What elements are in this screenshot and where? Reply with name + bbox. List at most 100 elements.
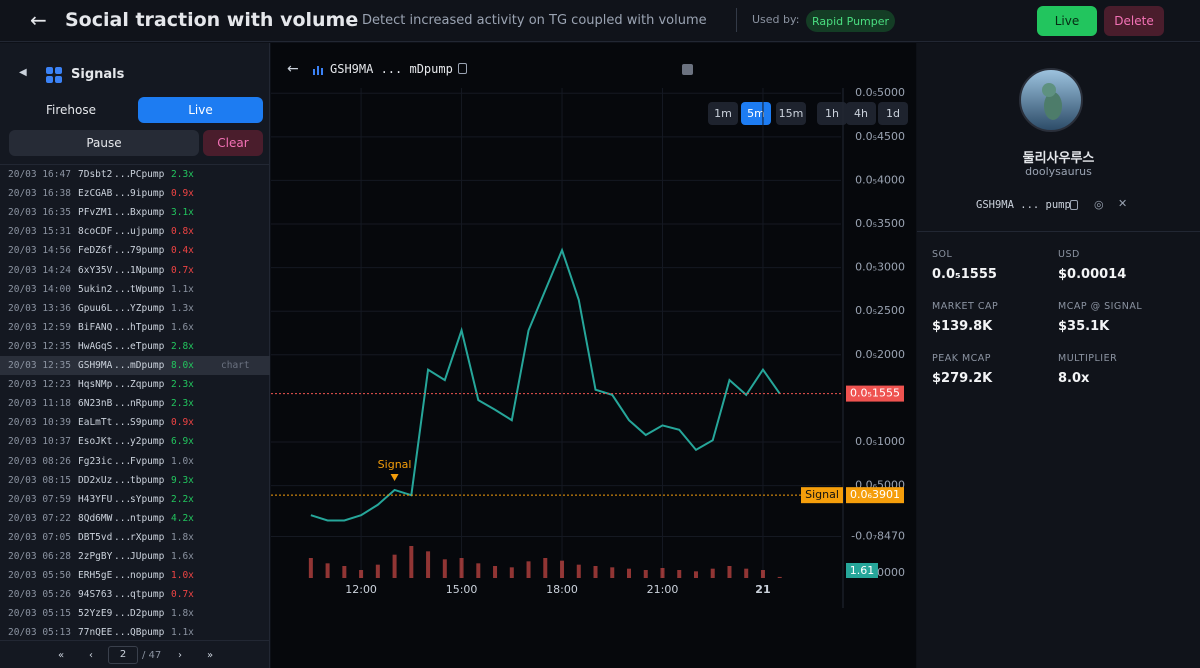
signal-row[interactable]: 20/03 14:00 5ukin2... tWpump 1.1x <box>0 280 270 299</box>
bars-icon <box>313 66 323 75</box>
signal-ellipsis: ... <box>114 455 132 467</box>
signal-row[interactable]: 20/03 16:38 EzCGAB... 9ipump 0.9x <box>0 184 270 203</box>
signal-address: 6xY35V <box>78 264 113 276</box>
signal-suffix: QBpump <box>130 627 165 639</box>
stat-value: $279.2K <box>932 371 993 386</box>
volume-bar <box>710 568 715 578</box>
signal-arrow <box>390 474 399 481</box>
live-button[interactable]: Live <box>1037 6 1097 36</box>
volume-bar <box>744 568 749 578</box>
signal-multiplier: 6.9x <box>171 436 194 448</box>
signal-address: HwAGqS <box>78 340 113 352</box>
signal-multiplier: 0.9x <box>171 417 194 429</box>
interval-button[interactable]: 1m <box>708 102 738 125</box>
volume-bar <box>308 558 313 578</box>
y-tick-label: 0.0₅3000 <box>855 261 905 274</box>
signal-row[interactable]: 20/03 12:35 HwAGqS... eTpump 2.8x <box>0 337 270 356</box>
header: ← Social traction with volume Detect inc… <box>0 0 1200 42</box>
signal-multiplier: 2.3x <box>171 169 194 180</box>
delete-button[interactable]: Delete <box>1104 6 1164 36</box>
indicator-icon[interactable] <box>682 64 693 75</box>
signal-row[interactable]: 20/03 12:23 HqsNMp... Zqpump 2.3x <box>0 375 270 394</box>
signal-row[interactable]: 20/03 16:47 7Dsbt2... PCpump 2.3x <box>0 165 270 184</box>
signal-row[interactable]: 20/03 07:22 8Qd6MW... ntpump 4.2x <box>0 509 270 528</box>
signal-row[interactable]: 20/03 12:59 BiFANQ... hTpump 1.6x <box>0 318 270 337</box>
current-price-tag <box>846 385 904 402</box>
used-by-badge[interactable]: Rapid Pumper <box>806 10 895 32</box>
signal-address: 94S763 <box>78 589 113 601</box>
signal-row[interactable]: 20/03 05:13 77nQEE... QBpump 1.1x <box>0 623 270 642</box>
signal-multiplier: 1.0x <box>171 455 194 467</box>
pause-button[interactable]: Pause <box>9 130 199 156</box>
signal-ellipsis: ... <box>114 551 132 562</box>
chart-link[interactable]: chart <box>221 360 250 371</box>
signal-time: 20/03 13:36 <box>8 302 71 314</box>
signal-row[interactable]: 20/03 12:35 GSH9MA... mDpump 8.0x chart <box>0 356 270 375</box>
tab[interactable]: Firehose <box>46 103 96 117</box>
page-prev[interactable]: ‹ <box>89 650 93 661</box>
page-next[interactable]: › <box>178 650 182 661</box>
collapse-icon[interactable]: ◀ <box>19 67 27 78</box>
volume-bar <box>677 570 682 578</box>
page-first[interactable]: « <box>58 650 65 661</box>
y-tick-label: 0.0₅4500 <box>855 130 905 143</box>
signal-address: DBT5vd <box>78 531 113 543</box>
signal-suffix: Fvpump <box>130 455 165 467</box>
signal-row[interactable]: 20/03 13:36 Gpuu6L... YZpump 1.3x <box>0 299 270 318</box>
signal-row[interactable]: 20/03 08:26 Fg23ic... Fvpump 1.0x <box>0 452 270 471</box>
volume-bar <box>359 570 364 578</box>
pagination: « ‹ 2 / 47 › » <box>0 640 270 668</box>
signal-row[interactable]: 20/03 05:50 ERH5gE... nopump 1.0x <box>0 566 270 585</box>
copy-icon[interactable] <box>1070 200 1078 210</box>
signal-row[interactable]: 20/03 05:26 94S763... qtpump 0.7x <box>0 585 270 604</box>
signal-ellipsis: ... <box>114 264 132 276</box>
signal-row[interactable]: 20/03 05:15 52YzE9... D2pump 1.8x <box>0 604 270 623</box>
page-input[interactable]: 2 <box>108 646 138 664</box>
signal-time: 20/03 16:38 <box>8 188 71 200</box>
interval-button[interactable]: 4h <box>846 102 876 125</box>
signal-suffix: 1Npump <box>130 264 165 276</box>
signal-row[interactable]: 20/03 06:28 2zPgBY... JUpump 1.6x <box>0 547 270 566</box>
signal-row[interactable]: 20/03 07:05 DBT5vd... rXpump 1.8x <box>0 528 270 547</box>
clear-button[interactable]: Clear <box>203 130 263 156</box>
stat-value: $35.1K <box>1058 319 1110 334</box>
signal-row[interactable]: 20/03 15:31 8coCDF... ujpump 0.8x <box>0 222 270 241</box>
interval-button[interactable]: 15m <box>776 102 806 125</box>
chart-back[interactable]: ← <box>287 61 299 77</box>
stat-label: SOL <box>932 249 953 260</box>
signal-ellipsis: ... <box>114 436 132 448</box>
copy-icon[interactable] <box>458 63 467 74</box>
signal-time: 20/03 05:15 <box>8 608 71 620</box>
signal-ellipsis: ... <box>114 417 132 429</box>
signal-time: 20/03 05:26 <box>8 589 71 601</box>
signal-ellipsis: ... <box>114 531 132 543</box>
signal-row[interactable]: 20/03 08:15 DD2xUz... tbpump 9.3x <box>0 471 270 490</box>
signal-price-label: 0.0₆3901 <box>850 488 900 501</box>
signal-row[interactable]: 20/03 07:59 H43YFU... sYpump 2.2x <box>0 490 270 509</box>
signal-row[interactable]: 20/03 10:37 EsoJKt... y2pump 6.9x <box>0 432 270 451</box>
interval-button[interactable]: 1h <box>817 102 847 125</box>
web-icon[interactable]: ◎ <box>1094 198 1104 211</box>
profile-panel: 둘리사우루스 doolysaurus GSH9MA ... pump ◎ ✕ S… <box>917 43 1200 668</box>
signal-time: 20/03 06:28 <box>8 551 71 562</box>
signal-row[interactable]: 20/03 11:18 6N23nB... nRpump 2.3x <box>0 394 270 413</box>
interval-button[interactable]: 1d <box>878 102 908 125</box>
page-title: Social traction with volume <box>65 9 359 31</box>
signal-time: 20/03 14:00 <box>8 283 71 295</box>
signal-row[interactable]: 20/03 14:24 6xY35V... 1Npump 0.7x <box>0 261 270 280</box>
interval-button[interactable]: 5m <box>741 102 771 125</box>
price-line <box>310 247 781 522</box>
volume-bar <box>543 558 548 578</box>
signal-row[interactable]: 20/03 10:39 EaLmTt... S9pump 0.9x <box>0 413 270 432</box>
signal-address: EzCGAB <box>78 188 113 200</box>
signal-suffix: Bxpump <box>130 207 165 219</box>
x-icon[interactable]: ✕ <box>1118 197 1128 210</box>
signal-address: BiFANQ <box>78 321 113 333</box>
tab-active[interactable]: Live <box>138 97 263 123</box>
back-icon[interactable]: ← <box>30 8 47 32</box>
signal-row[interactable]: 20/03 16:35 PFvZM1... Bxpump 3.1x <box>0 203 270 222</box>
sidebar-title: Signals <box>71 67 125 82</box>
signal-row[interactable]: 20/03 14:56 FeDZ6f... 79pump 0.4x <box>0 241 270 260</box>
signal-ellipsis: ... <box>114 340 132 352</box>
page-last[interactable]: » <box>207 650 214 661</box>
